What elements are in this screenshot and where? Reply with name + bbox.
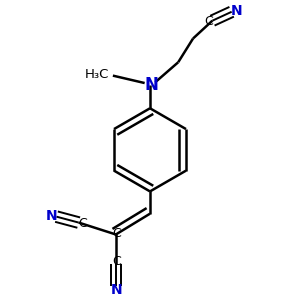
Text: N: N <box>230 4 242 18</box>
Text: C: C <box>204 15 213 28</box>
Text: C: C <box>112 227 121 240</box>
Text: C: C <box>112 255 121 268</box>
Text: N: N <box>144 76 158 94</box>
Text: C: C <box>78 217 87 230</box>
Text: N: N <box>111 283 123 297</box>
Text: H₃C: H₃C <box>84 68 109 81</box>
Text: N: N <box>46 209 58 223</box>
